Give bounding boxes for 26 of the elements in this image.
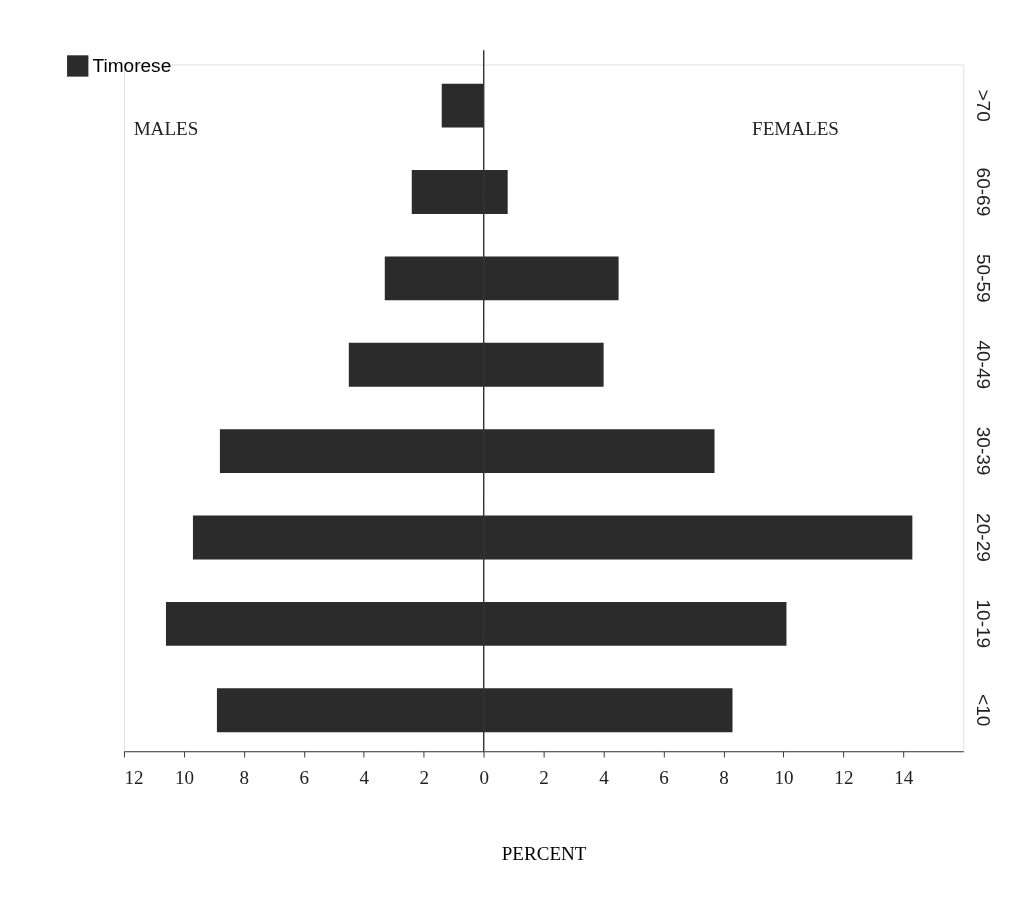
y-tick-label: 50-59 <box>973 253 995 303</box>
y-tick-label: >70 <box>973 89 995 122</box>
x-tick-label: 0 <box>479 767 489 789</box>
legend-label: Timorese <box>92 54 172 76</box>
x-tick-label: 4 <box>359 767 370 789</box>
y-tick-label: 10-19 <box>973 599 995 649</box>
x-tick-label: 8 <box>239 767 250 789</box>
x-tick-label: 2 <box>539 767 549 789</box>
x-tick-label: 6 <box>299 767 310 789</box>
annotation: FEMALES <box>752 118 839 140</box>
y-tick-label: <10 <box>973 694 995 727</box>
y-tick-label: 60-69 <box>973 167 995 217</box>
y-tick-label: 40-49 <box>973 340 995 390</box>
x-tick-label: 6 <box>659 767 669 789</box>
x-tick-label: 2 <box>419 767 429 789</box>
annotation: MALES <box>133 118 199 140</box>
x-tick-label: 12 <box>834 767 854 789</box>
x-tick-label: 10 <box>774 767 794 789</box>
x-tick-label: 8 <box>719 767 729 789</box>
y-tick-label: 20-29 <box>973 513 995 562</box>
y-tick-label: 30-39 <box>973 426 995 476</box>
x-tick-label: 14 <box>894 767 914 789</box>
x-tick-label: 10 <box>174 767 194 789</box>
x-tick-label: 12 <box>124 767 144 789</box>
x-axis-title: PERCENT <box>501 843 587 865</box>
x-tick-label: 4 <box>599 767 610 789</box>
